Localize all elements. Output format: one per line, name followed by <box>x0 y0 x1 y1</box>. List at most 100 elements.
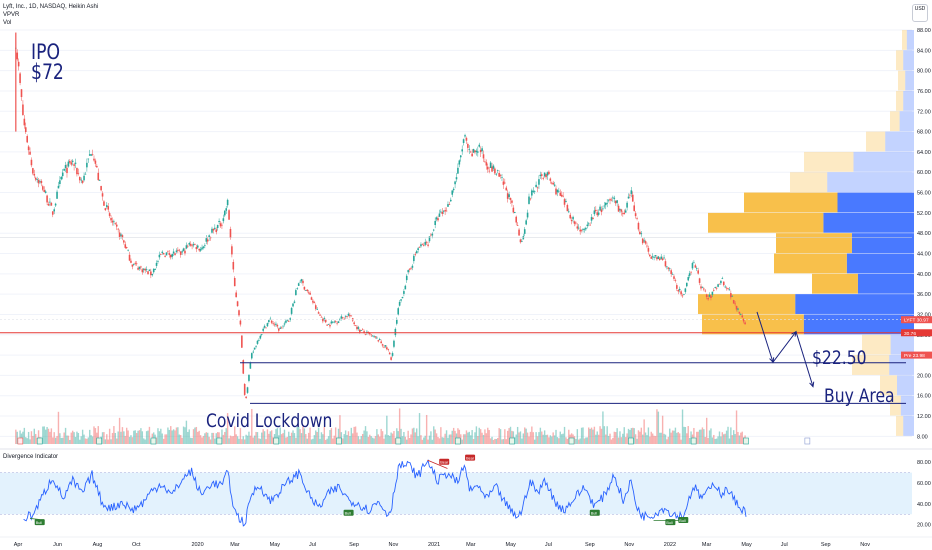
oscillator-title[interactable]: Divergence Indicator <box>3 454 59 460</box>
candle-body <box>722 281 725 286</box>
candle-body <box>151 273 154 276</box>
candle-body <box>377 340 380 342</box>
volume-bar <box>222 434 225 444</box>
candle-body <box>50 203 53 206</box>
volume-bar <box>302 426 304 444</box>
candle-body <box>391 353 394 356</box>
volume-bar <box>535 432 537 444</box>
candle-body <box>36 179 38 180</box>
volume-bar <box>329 430 331 444</box>
volume-bar <box>37 430 40 444</box>
volume-bar <box>531 426 533 444</box>
currency-badge[interactable]: USD <box>912 4 928 22</box>
vp-down-bar <box>890 111 900 132</box>
volume-bar <box>205 432 208 444</box>
candle-body <box>87 158 90 160</box>
volume-bar <box>342 438 344 444</box>
volume-bar <box>396 428 398 444</box>
volume-bar <box>495 438 498 444</box>
candle-body <box>677 289 680 292</box>
candle-body <box>270 320 273 323</box>
volume-bar <box>229 435 232 444</box>
candle-body <box>698 278 701 283</box>
volume-bar <box>597 434 600 444</box>
volume-legend[interactable]: Vol <box>3 20 12 26</box>
volume-bar <box>315 430 317 444</box>
vpvr-legend[interactable]: VPVR <box>3 12 20 18</box>
candle-body <box>59 180 61 185</box>
candle-body <box>188 243 191 245</box>
volume-bar <box>622 433 624 444</box>
volume-bar <box>580 427 583 444</box>
volume-bar <box>512 431 515 444</box>
volume-bar <box>110 439 112 444</box>
volume-bar <box>279 427 281 444</box>
signal-tag: Bear <box>466 456 475 460</box>
candle-body <box>589 224 591 226</box>
candle-body <box>114 222 117 224</box>
signal-tag: Bull <box>36 521 42 525</box>
candle-body <box>688 273 691 276</box>
candle-body <box>269 318 272 320</box>
candle-body <box>184 250 186 254</box>
candle-body <box>98 179 101 181</box>
volume-bar <box>239 428 242 444</box>
candle-body <box>30 159 33 166</box>
volume-bar <box>401 436 404 444</box>
volume-bar <box>113 426 115 444</box>
covid-annotation[interactable]: Covid Lockdown <box>206 410 333 432</box>
candle-body <box>538 179 540 185</box>
candle-body <box>454 181 456 185</box>
candle-body <box>303 286 306 290</box>
volume-bar <box>114 432 117 444</box>
volume-bar <box>626 433 628 444</box>
volume-bar <box>704 436 706 444</box>
volume-bar <box>623 427 625 444</box>
volume-bar <box>236 436 239 444</box>
time-tick-label: Nov <box>860 542 870 548</box>
candle-body <box>423 245 425 247</box>
candle-body <box>292 303 294 307</box>
candle-body <box>286 320 289 322</box>
candle-body <box>189 243 192 246</box>
volume-bar <box>93 426 95 444</box>
volume-bar <box>323 426 325 444</box>
volume-bar <box>418 413 421 444</box>
volume-bar <box>178 434 180 444</box>
ipo-price-annotation[interactable]: $72 <box>31 60 64 84</box>
volume-bar <box>15 429 17 444</box>
earnings-marker <box>273 437 280 445</box>
volume-bar <box>693 427 695 444</box>
candle-body <box>140 266 142 268</box>
candle-body <box>101 193 104 197</box>
bear-divergence-line <box>427 459 448 469</box>
level-annotation[interactable]: $22.50 <box>812 347 867 369</box>
volume-bar <box>70 432 72 444</box>
volume-bar <box>687 426 689 444</box>
volume-bar <box>656 409 658 444</box>
candle-body <box>340 316 343 319</box>
symbol-title[interactable]: Lyft, Inc., 1D, NASDAQ, Heikin Ashi <box>3 4 99 10</box>
volume-bar <box>255 431 257 444</box>
volume-bar <box>290 432 293 444</box>
vp-up-bar <box>795 294 914 314</box>
projection-path <box>756 311 814 387</box>
candle-body <box>471 153 473 157</box>
volume-bar <box>458 429 461 444</box>
candle-body <box>194 243 196 245</box>
buy-area-annotation[interactable]: Buy Area <box>824 385 895 407</box>
candle-body <box>602 208 604 210</box>
ipo-annotation[interactable]: IPO <box>31 40 61 64</box>
volume-bar <box>53 432 55 444</box>
candle-body <box>208 235 210 238</box>
candle-body <box>330 321 333 324</box>
volume-bar <box>659 432 661 444</box>
volume-bar <box>265 439 267 444</box>
volume-bar <box>243 439 246 444</box>
volume-bar <box>334 427 337 444</box>
volume-bar <box>710 428 712 444</box>
volume-bar <box>568 429 570 444</box>
candle-body <box>158 254 161 258</box>
volume-bar <box>256 432 259 444</box>
